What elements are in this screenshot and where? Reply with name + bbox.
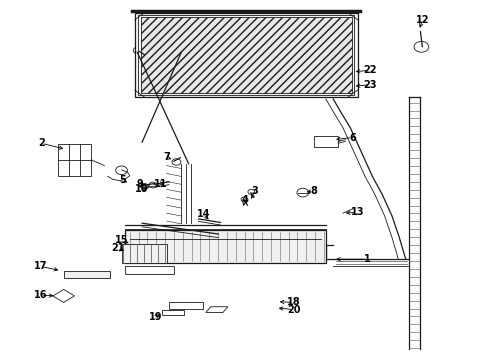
Text: 9: 9 [136,179,143,189]
Text: 17: 17 [34,261,48,271]
Text: 22: 22 [363,65,377,75]
Text: 8: 8 [310,186,317,196]
Text: 18: 18 [287,297,301,307]
Polygon shape [64,271,110,278]
Text: 23: 23 [363,80,377,90]
Polygon shape [122,244,167,263]
Circle shape [141,184,148,189]
Text: 2: 2 [38,138,45,148]
Polygon shape [125,230,326,263]
Text: 14: 14 [196,209,210,219]
Polygon shape [141,17,352,93]
Text: 1: 1 [364,254,371,264]
Text: 15: 15 [115,235,128,246]
Text: 7: 7 [163,152,170,162]
Text: 21: 21 [111,243,124,253]
Text: 3: 3 [251,186,258,196]
Text: 11: 11 [154,179,168,189]
Text: 10: 10 [135,184,149,194]
Text: 12: 12 [416,15,429,25]
Text: 19: 19 [149,312,163,322]
Text: 6: 6 [349,132,356,143]
Text: 13: 13 [351,207,365,217]
Text: 4: 4 [242,195,248,205]
Text: 20: 20 [287,305,301,315]
Text: 16: 16 [34,290,48,300]
Polygon shape [135,13,358,97]
Text: 5: 5 [119,175,126,185]
